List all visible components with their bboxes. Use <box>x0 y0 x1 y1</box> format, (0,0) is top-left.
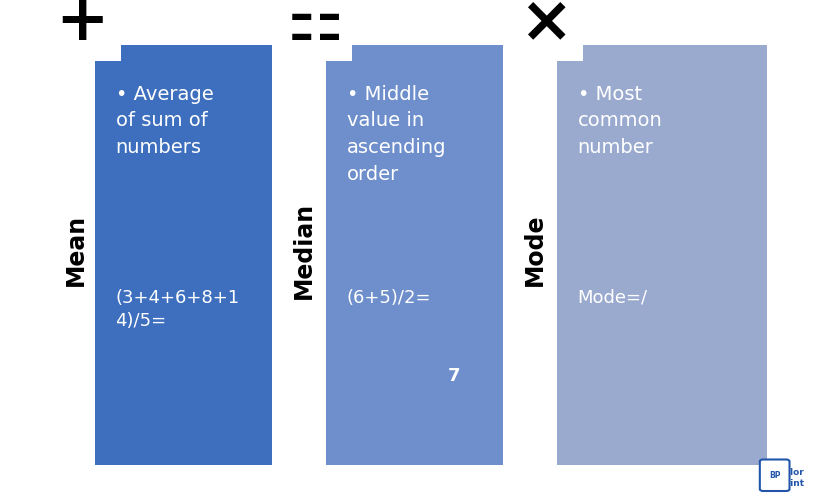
Text: • Average
of sum of
numbers: • Average of sum of numbers <box>116 85 213 157</box>
Text: Mode=/: Mode=/ <box>578 288 648 306</box>
Text: BP: BP <box>769 471 780 480</box>
Text: • Middle
value in
ascending
order: • Middle value in ascending order <box>346 85 446 184</box>
FancyBboxPatch shape <box>326 45 352 61</box>
FancyBboxPatch shape <box>95 45 272 465</box>
Text: Mean: Mean <box>64 214 88 286</box>
Text: (6+5)/2=: (6+5)/2= <box>346 288 431 306</box>
FancyBboxPatch shape <box>326 45 503 465</box>
Text: 7: 7 <box>448 366 460 384</box>
Text: ☷: ☷ <box>286 0 344 54</box>
FancyBboxPatch shape <box>557 45 583 61</box>
Text: (3+4+6+8+1
4)/5=: (3+4+6+8+1 4)/5= <box>116 288 239 330</box>
FancyBboxPatch shape <box>557 45 767 465</box>
Text: +: + <box>56 0 109 54</box>
Text: • Most
common
number: • Most common number <box>578 85 662 157</box>
Text: Bachelor
Print: Bachelor Print <box>760 468 804 487</box>
Text: Mode: Mode <box>522 214 547 286</box>
Text: ×: × <box>520 0 573 54</box>
FancyBboxPatch shape <box>760 460 790 491</box>
Text: Median: Median <box>291 202 316 298</box>
FancyBboxPatch shape <box>95 45 121 61</box>
